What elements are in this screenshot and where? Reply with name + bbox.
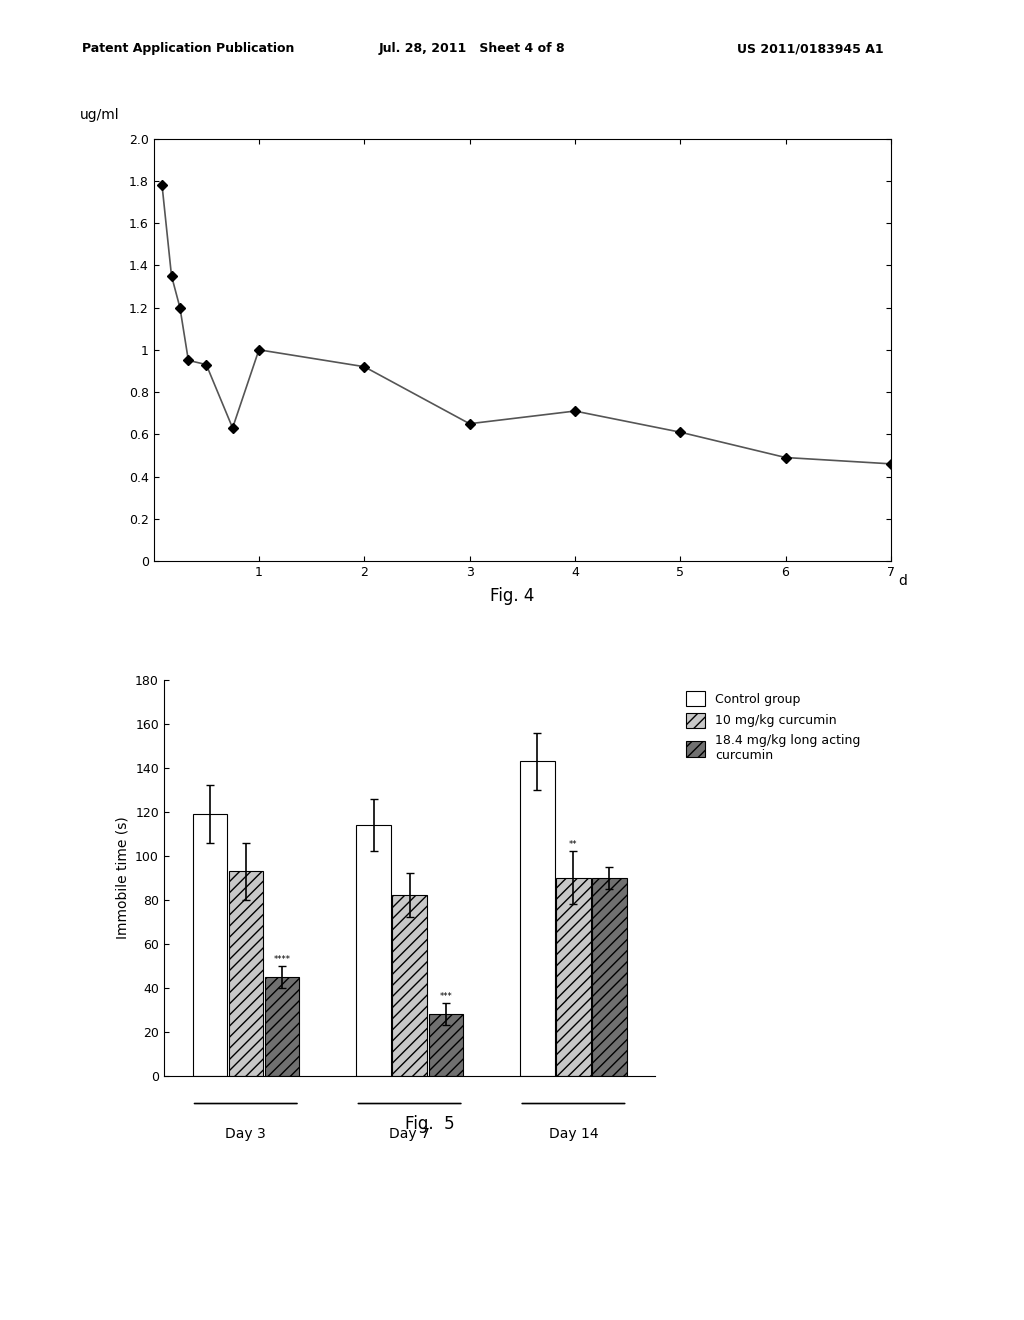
Text: US 2011/0183945 A1: US 2011/0183945 A1 bbox=[737, 42, 884, 55]
Text: Jul. 28, 2011   Sheet 4 of 8: Jul. 28, 2011 Sheet 4 of 8 bbox=[379, 42, 565, 55]
Text: Day 3: Day 3 bbox=[225, 1127, 266, 1142]
Text: Day 7: Day 7 bbox=[389, 1127, 430, 1142]
Text: d: d bbox=[898, 574, 907, 587]
Bar bbox=[520, 762, 555, 1076]
Text: Fig.  5: Fig. 5 bbox=[406, 1115, 455, 1134]
Text: Day 14: Day 14 bbox=[549, 1127, 598, 1142]
Legend: Control group, 10 mg/kg curcumin, 18.4 mg/kg long acting
curcumin: Control group, 10 mg/kg curcumin, 18.4 m… bbox=[681, 686, 865, 767]
Bar bbox=[392, 895, 427, 1076]
Text: **: ** bbox=[569, 841, 578, 849]
Text: Patent Application Publication: Patent Application Publication bbox=[82, 42, 294, 55]
Y-axis label: Immobile time (s): Immobile time (s) bbox=[116, 817, 130, 939]
Text: ****: **** bbox=[273, 954, 291, 964]
Bar bbox=[428, 1014, 463, 1076]
Bar bbox=[228, 871, 263, 1076]
Bar bbox=[264, 977, 299, 1076]
Text: ***: *** bbox=[439, 993, 452, 1001]
Bar bbox=[556, 878, 591, 1076]
Bar bbox=[193, 814, 227, 1076]
Bar bbox=[356, 825, 391, 1076]
Text: ug/ml: ug/ml bbox=[80, 108, 120, 121]
Bar bbox=[592, 878, 627, 1076]
Text: Fig. 4: Fig. 4 bbox=[489, 587, 535, 606]
